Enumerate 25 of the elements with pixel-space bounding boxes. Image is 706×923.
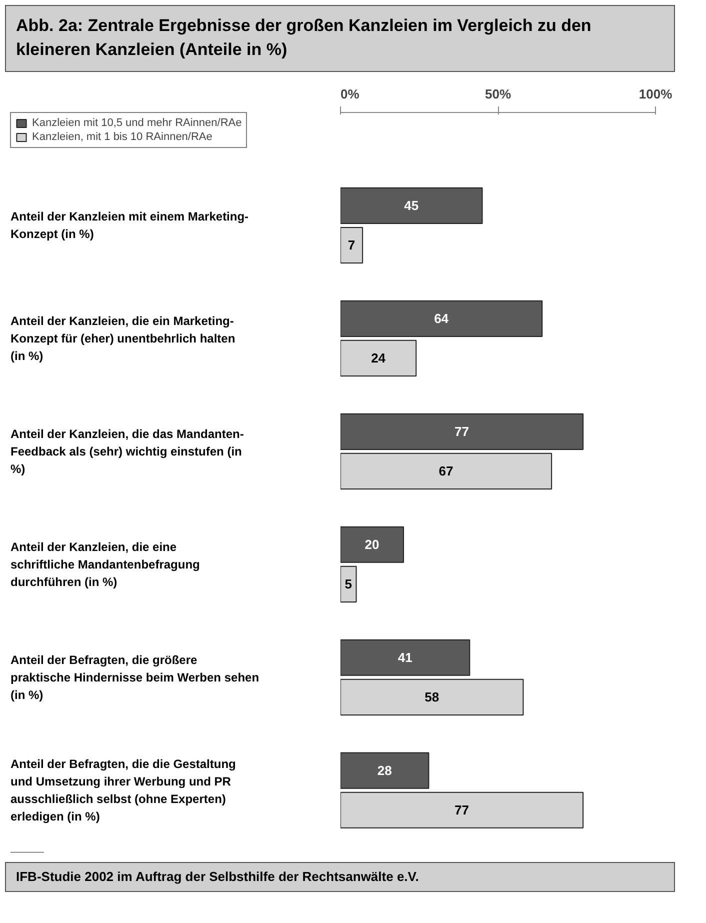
legend-label: Kanzleien mit 10,5 und mehr RAinnen/RAe: [32, 116, 242, 129]
chart-title: Abb. 2a: Zentrale Ergebnisse der großen Kanzleien im Vergleich zu den kleineren Kanzleien (Anteile in %): [16, 15, 592, 62]
data-label: 28: [377, 762, 392, 778]
data-label: 45: [404, 198, 419, 213]
legend-label: Kanzleien, mit 1 bis 10 RAinnen/RAe: [32, 130, 212, 143]
y-tick-label: Anteil der Befragten, die die Gestaltung und Umsetzung ihrer Werbung und PR ausschließlich selbst (ohne Experten) erledigen (in %): [10, 756, 236, 824]
data-label: 67: [438, 463, 454, 478]
x-tick-label: 50%: [484, 86, 512, 102]
data-label: 7: [348, 237, 356, 252]
text: IFB-Studie 2002 im Auftrag der Selbsthilfe der Rechtsanwälte e.V.: [16, 868, 419, 886]
x-tick-label: 100%: [638, 86, 673, 102]
x-tick-label: 0%: [340, 86, 360, 102]
y-tick-label: Anteil der Kanzleien, die ein Marketing-Konzept für (eher) unentbehrlich halten (in %): [10, 314, 236, 363]
data-label: 64: [434, 310, 450, 326]
data-label: 77: [454, 424, 470, 439]
data-label: 41: [398, 650, 412, 665]
data-label: 24: [371, 350, 386, 366]
y-tick-label: Anteil der Befragten, die größere praktische Hindernisse beim Werben sehen (in %): [10, 652, 260, 702]
y-tick-label: Anteil der Kanzleien mit einem Marketing-Konzept (in %): [10, 209, 249, 241]
data-label: 5: [344, 576, 352, 592]
data-label: 20: [364, 536, 380, 552]
y-tick-label: Anteil der Kanzleien, die eine schriftliche Mandantenbefragung durchführen (in %): [10, 539, 200, 588]
data-label: 77: [454, 802, 470, 818]
data-label: 58: [424, 689, 440, 704]
y-tick-label: Anteil der Kanzleien, die das Mandanten-Feedback als (sehr) wichtig einstufen (in %): [10, 426, 244, 476]
